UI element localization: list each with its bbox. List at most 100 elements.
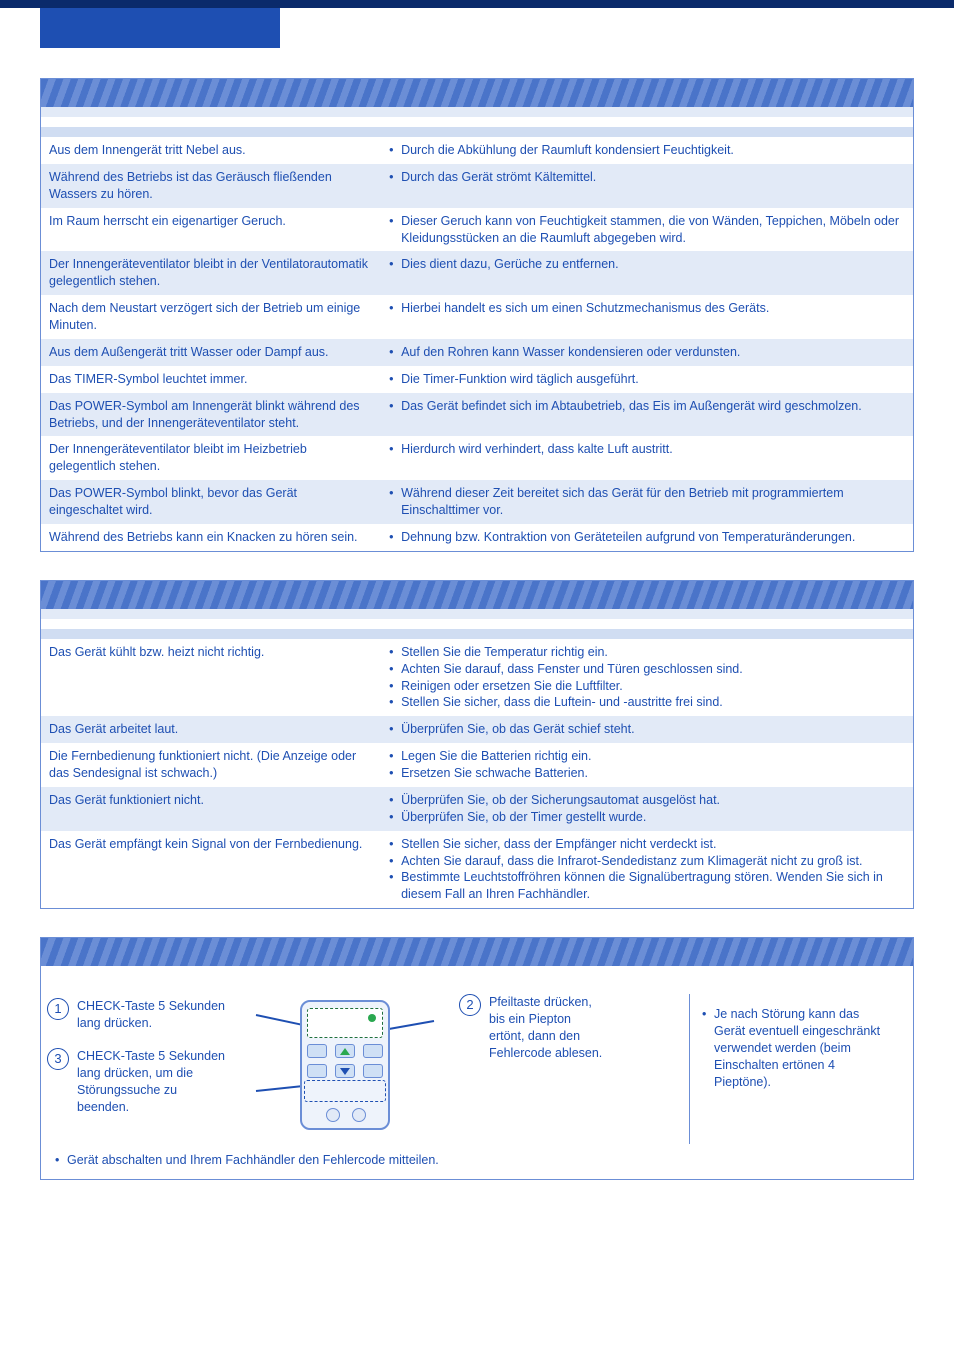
remote-button-icon bbox=[363, 1064, 383, 1078]
symptom-cell: Während des Betriebs kann ein Knacken zu… bbox=[41, 524, 381, 551]
symptom-cell: Das POWER-Symbol blinkt, bevor das Gerät… bbox=[41, 480, 381, 524]
explanation-cell: Während dieser Zeit bereitet sich das Ge… bbox=[381, 480, 913, 524]
explanation-list: Überprüfen Sie, ob der Sicherungsautomat… bbox=[389, 792, 905, 826]
explanation-list: Während dieser Zeit bereitet sich das Ge… bbox=[389, 485, 905, 519]
explanation-cell: Überprüfen Sie, ob das Gerät schief steh… bbox=[381, 716, 913, 743]
error-code-left: 1 CHECK-Taste 5 Sekunden lang drücken. 3… bbox=[47, 994, 679, 1144]
remote-button-icon bbox=[307, 1064, 327, 1078]
section-normal-phenomena: Aus dem Innengerät tritt Nebel aus. Durch… bbox=[40, 78, 914, 552]
explanation-cell: Das Gerät befindet sich im Abtaubetrieb,… bbox=[381, 393, 913, 437]
header-tab bbox=[40, 8, 280, 48]
symptom-cell: Das Gerät arbeitet laut. bbox=[41, 716, 381, 743]
leader-line bbox=[256, 1085, 306, 1092]
explanation-item: Reinigen oder ersetzen Sie die Luftfilte… bbox=[389, 678, 905, 695]
table-row: Während des Betriebs kann ein Knacken zu… bbox=[41, 524, 913, 551]
step-number: 1 bbox=[47, 998, 69, 1020]
explanation-cell: Überprüfen Sie, ob der Sicherungsautomat… bbox=[381, 787, 913, 831]
explanation-list: Durch das Gerät strömt Kältemittel. bbox=[389, 169, 905, 186]
step-number: 3 bbox=[47, 1048, 69, 1070]
leader-line bbox=[387, 1020, 435, 1030]
explanation-list: Dehnung bzw. Kontraktion von Geräteteile… bbox=[389, 529, 905, 546]
table-row: Das Gerät arbeitet laut. Überprüfen Sie, … bbox=[41, 716, 913, 743]
explanation-item: Bestimmte Leuchtstoffröhren können die S… bbox=[389, 869, 905, 903]
indicator-dot-icon bbox=[368, 1014, 376, 1022]
explanation-item: Achten Sie darauf, dass die Infrarot-Sen… bbox=[389, 853, 905, 870]
step-number: 2 bbox=[459, 994, 481, 1016]
explanation-item: Überprüfen Sie, ob der Timer gestellt wu… bbox=[389, 809, 905, 826]
error-code-body: 1 CHECK-Taste 5 Sekunden lang drücken. 3… bbox=[41, 980, 913, 1150]
explanation-item: Auf den Rohren kann Wasser kondensieren … bbox=[389, 344, 905, 361]
explanation-item: Achten Sie darauf, dass Fenster und Türe… bbox=[389, 661, 905, 678]
step-text: CHECK-Taste 5 Sekunden lang drücken, um … bbox=[77, 1048, 227, 1116]
explanation-item: Stellen Sie sicher, dass der Empfänger n… bbox=[389, 836, 905, 853]
tab-bar bbox=[0, 8, 954, 48]
symptom-cell: Aus dem Innengerät tritt Nebel aus. bbox=[41, 137, 381, 164]
remote-control-icon bbox=[248, 994, 438, 1144]
explanation-cell: Dies dient dazu, Gerüche zu entfernen. bbox=[381, 251, 913, 295]
explanation-list: Stellen Sie die Temperatur richtig ein.A… bbox=[389, 644, 905, 712]
symptom-cell: Das Gerät empfängt kein Signal von der F… bbox=[41, 831, 381, 909]
explanation-item: Hierbei handelt es sich um einen Schutzm… bbox=[389, 300, 905, 317]
troubleshooting-table: Das Gerät kühlt bzw. heizt nicht richtig… bbox=[41, 639, 913, 908]
explanation-cell: Durch die Abkühlung der Raumluft kondens… bbox=[381, 137, 913, 164]
explanation-item: Dieser Geruch kann von Feuchtigkeit stam… bbox=[389, 213, 905, 247]
footnote-text: Gerät abschalten und Ihrem Fachhändler d… bbox=[55, 1152, 907, 1169]
error-code-footnote: Gerät abschalten und Ihrem Fachhändler d… bbox=[41, 1150, 913, 1169]
step-text: CHECK-Taste 5 Sekunden lang drücken. bbox=[77, 998, 227, 1032]
explanation-list: Durch die Abkühlung der Raumluft kondens… bbox=[389, 142, 905, 159]
check-button-highlight bbox=[304, 1080, 386, 1102]
explanation-cell: Legen Sie die Batterien richtig ein.Erse… bbox=[381, 743, 913, 787]
steps-left-col: 1 CHECK-Taste 5 Sekunden lang drücken. 3… bbox=[47, 994, 227, 1144]
table-row: Im Raum herrscht ein eigenartiger Geruch… bbox=[41, 208, 913, 252]
explanation-cell: Dehnung bzw. Kontraktion von Geräteteile… bbox=[381, 524, 913, 551]
explanation-item: Stellen Sie sicher, dass die Luftein- un… bbox=[389, 694, 905, 711]
arrow-down-icon bbox=[335, 1064, 355, 1078]
symptom-cell: Das TIMER-Symbol leuchtet immer. bbox=[41, 366, 381, 393]
symptom-cell: Das POWER-Symbol am Innengerät blinkt wä… bbox=[41, 393, 381, 437]
step-1: 1 CHECK-Taste 5 Sekunden lang drücken. bbox=[47, 998, 227, 1032]
section-subheader bbox=[41, 107, 913, 137]
remote-button-icon bbox=[307, 1044, 327, 1058]
section-error-code: 1 CHECK-Taste 5 Sekunden lang drücken. 3… bbox=[40, 937, 914, 1180]
error-code-note: Je nach Störung kann das Gerät eventuell… bbox=[689, 994, 899, 1144]
explanation-list: Auf den Rohren kann Wasser kondensieren … bbox=[389, 344, 905, 361]
explanation-item: Die Timer-Funktion wird täglich ausgefüh… bbox=[389, 371, 905, 388]
phenomena-table: Aus dem Innengerät tritt Nebel aus. Durch… bbox=[41, 137, 913, 551]
section-troubleshooting: Das Gerät kühlt bzw. heizt nicht richtig… bbox=[40, 580, 914, 909]
explanation-list: Hierdurch wird verhindert, dass kalte Lu… bbox=[389, 441, 905, 458]
table-row: Das Gerät empfängt kein Signal von der F… bbox=[41, 831, 913, 909]
step-2: 2 Pfeiltaste drücken, bis ein Piepton er… bbox=[459, 994, 609, 1144]
explanation-list: Legen Sie die Batterien richtig ein.Erse… bbox=[389, 748, 905, 782]
explanation-item: Dies dient dazu, Gerüche zu entfernen. bbox=[389, 256, 905, 273]
symptom-cell: Der Innengeräteventilator bleibt im Heiz… bbox=[41, 436, 381, 480]
explanation-cell: Stellen Sie die Temperatur richtig ein.A… bbox=[381, 639, 913, 717]
section-header-stripe bbox=[41, 581, 913, 609]
step-text: Pfeiltaste drücken, bis ein Piepton ertö… bbox=[489, 994, 609, 1062]
table-row: Während des Betriebs ist das Geräusch fl… bbox=[41, 164, 913, 208]
explanation-cell: Hierbei handelt es sich um einen Schutzm… bbox=[381, 295, 913, 339]
remote-illustration bbox=[233, 994, 453, 1144]
top-bar bbox=[0, 0, 954, 8]
explanation-cell: Dieser Geruch kann von Feuchtigkeit stam… bbox=[381, 208, 913, 252]
table-row: Aus dem Innengerät tritt Nebel aus. Durch… bbox=[41, 137, 913, 164]
explanation-item: Durch die Abkühlung der Raumluft kondens… bbox=[389, 142, 905, 159]
explanation-list: Die Timer-Funktion wird täglich ausgefüh… bbox=[389, 371, 905, 388]
explanation-item: Während dieser Zeit bereitet sich das Ge… bbox=[389, 485, 905, 519]
section-header-stripe bbox=[41, 938, 913, 966]
remote-screen bbox=[307, 1008, 383, 1038]
explanation-list: Überprüfen Sie, ob das Gerät schief steh… bbox=[389, 721, 905, 738]
table-row: Das TIMER-Symbol leuchtet immer. Die Time… bbox=[41, 366, 913, 393]
table-row: Aus dem Außengerät tritt Wasser oder Dam… bbox=[41, 339, 913, 366]
table-row: Nach dem Neustart verzögert sich der Bet… bbox=[41, 295, 913, 339]
remote-button-icon bbox=[363, 1044, 383, 1058]
explanation-list: Stellen Sie sicher, dass der Empfänger n… bbox=[389, 836, 905, 904]
explanation-item: Durch das Gerät strömt Kältemittel. bbox=[389, 169, 905, 186]
explanation-list: Dieser Geruch kann von Feuchtigkeit stam… bbox=[389, 213, 905, 247]
symptom-cell: Das Gerät funktioniert nicht. bbox=[41, 787, 381, 831]
explanation-cell: Durch das Gerät strömt Kältemittel. bbox=[381, 164, 913, 208]
explanation-item: Überprüfen Sie, ob das Gerät schief steh… bbox=[389, 721, 905, 738]
symptom-cell: Aus dem Außengerät tritt Wasser oder Dam… bbox=[41, 339, 381, 366]
page-content: Aus dem Innengerät tritt Nebel aus. Durch… bbox=[0, 48, 954, 1210]
explanation-cell: Stellen Sie sicher, dass der Empfänger n… bbox=[381, 831, 913, 909]
explanation-item: Legen Sie die Batterien richtig ein. bbox=[389, 748, 905, 765]
